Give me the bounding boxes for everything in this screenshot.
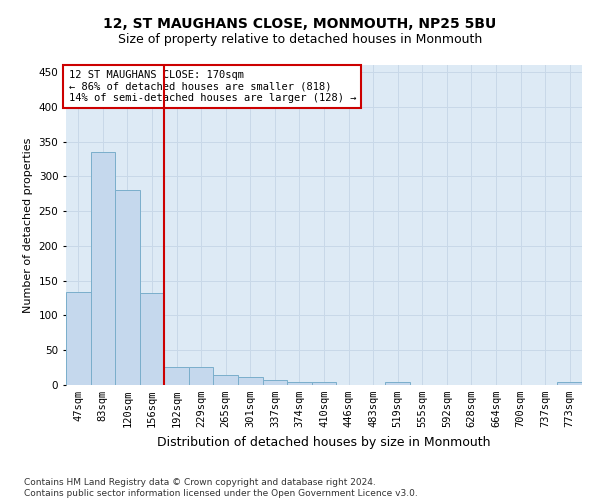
Bar — [214, 374, 238, 385]
Bar — [140, 293, 164, 385]
Bar — [557, 382, 582, 385]
X-axis label: Distribution of detached houses by size in Monmouth: Distribution of detached houses by size … — [157, 436, 491, 448]
Text: Size of property relative to detached houses in Monmouth: Size of property relative to detached ho… — [118, 32, 482, 46]
Text: 12 ST MAUGHANS CLOSE: 170sqm
← 86% of detached houses are smaller (818)
14% of s: 12 ST MAUGHANS CLOSE: 170sqm ← 86% of de… — [68, 70, 356, 103]
Bar — [238, 378, 263, 385]
Bar — [66, 292, 91, 385]
Bar — [189, 367, 214, 385]
Bar — [385, 382, 410, 385]
Bar — [263, 380, 287, 385]
Y-axis label: Number of detached properties: Number of detached properties — [23, 138, 33, 312]
Bar — [312, 382, 336, 385]
Bar — [164, 367, 189, 385]
Bar — [115, 190, 140, 385]
Bar — [91, 152, 115, 385]
Text: 12, ST MAUGHANS CLOSE, MONMOUTH, NP25 5BU: 12, ST MAUGHANS CLOSE, MONMOUTH, NP25 5B… — [103, 18, 497, 32]
Bar — [287, 382, 312, 385]
Text: Contains HM Land Registry data © Crown copyright and database right 2024.
Contai: Contains HM Land Registry data © Crown c… — [24, 478, 418, 498]
